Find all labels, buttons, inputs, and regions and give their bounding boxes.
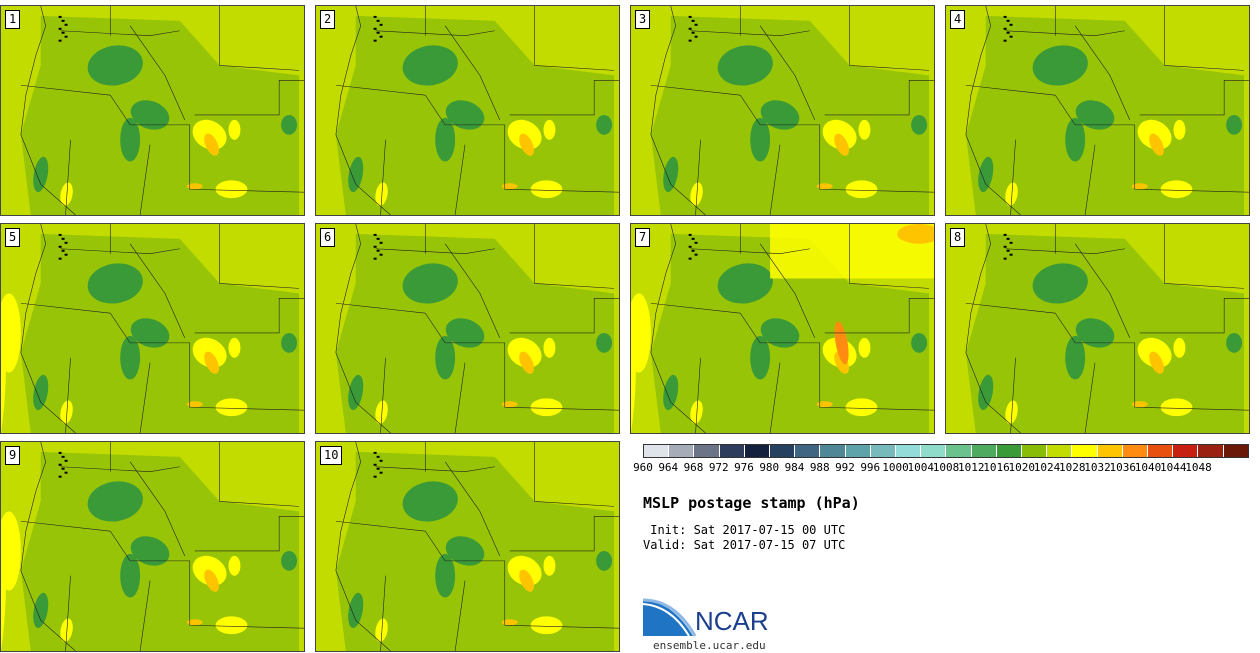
member-number-label: 10 — [320, 446, 343, 465]
colorbar-level-label: 972 — [708, 461, 729, 474]
colorbar-level-label: 1024 — [1033, 461, 1061, 474]
member-number-label: 2 — [320, 10, 336, 29]
colorbar-swatch — [996, 445, 1023, 457]
ncar-logo-icon — [643, 598, 697, 637]
colorbar-swatch — [946, 445, 972, 457]
colorbar-swatch — [1148, 445, 1174, 457]
colorbar-level-label: 1032 — [1084, 461, 1111, 474]
ensemble-member-map: 1 — [0, 5, 305, 216]
ensemble-member-map: 3 — [630, 5, 935, 216]
colorbar-swatch — [644, 445, 670, 457]
valid-time: Valid: Sat 2017-07-15 07 UTC — [643, 538, 846, 552]
colorbar-level-label: 988 — [809, 461, 830, 474]
colorbar-swatch — [971, 445, 997, 457]
colorbar-level-label: 1016 — [983, 461, 1010, 474]
colorbar-swatch — [1097, 445, 1123, 457]
member-number-label: 1 — [5, 10, 21, 29]
ensemble-member-map: 4 — [945, 5, 1250, 216]
member-number-label: 9 — [5, 446, 21, 465]
ensemble-member-map: 7 — [630, 223, 935, 434]
chart-title: MSLP postage stamp (hPa) — [643, 494, 860, 512]
colorbar-level-label: 1036 — [1109, 461, 1137, 474]
colorbar-swatch — [1072, 445, 1098, 457]
colorbar-swatch — [1022, 445, 1048, 457]
colorbar-swatch — [820, 445, 846, 457]
colorbar-swatch — [921, 445, 947, 457]
colorbar-level-label: 960 — [633, 461, 653, 474]
member-number-label: 6 — [320, 228, 336, 247]
colorbar-swatch — [870, 445, 897, 457]
colorbar-swatch — [795, 445, 821, 457]
colorbar-level-label: 1048 — [1185, 461, 1212, 474]
colorbar-level-label: 964 — [658, 461, 679, 474]
colorbar-level-label: 1004 — [907, 461, 935, 474]
member-number-label: 7 — [635, 228, 651, 247]
colorbar-level-label: 968 — [683, 461, 704, 474]
member-number-label: 3 — [635, 10, 651, 29]
colorbar-swatch — [1223, 445, 1248, 457]
colorbar-level-label: 1020 — [1008, 461, 1036, 474]
colorbar-swatch — [1198, 445, 1224, 457]
colorbar-level-label: 1012 — [958, 461, 985, 474]
colorbar-swatch — [845, 445, 871, 457]
colorbar-swatch — [1047, 445, 1073, 457]
colorbar-swatch — [719, 445, 745, 457]
colorbar-swatch — [896, 445, 922, 457]
init-time: Init: Sat 2017-07-15 00 UTC — [643, 523, 846, 537]
logo-url: ensemble.ucar.edu — [653, 639, 766, 652]
colorbar-level-label: 1008 — [932, 461, 960, 474]
member-number-label: 4 — [950, 10, 966, 29]
ensemble-member-map: 2 — [315, 5, 620, 216]
colorbar-level-label: 976 — [734, 461, 754, 474]
ensemble-member-map: 10 — [315, 441, 620, 652]
colorbar-level-label: 980 — [759, 461, 780, 474]
colorbar-swatch — [1122, 445, 1149, 457]
member-number-label: 8 — [950, 228, 966, 247]
colorbar-level-label: 1044 — [1160, 461, 1187, 474]
colorbar-labels: 960 964 968 972 976 980 984 988 992 996 1000 1004 10… — [631, 461, 1255, 475]
colorbar-level-label: 1000 — [882, 461, 909, 474]
colorbar-level-label: 996 — [860, 461, 881, 474]
logo-text: NCAR — [695, 606, 769, 636]
colorbar-swatch — [744, 445, 771, 457]
colorbar-level-label: 992 — [835, 461, 855, 474]
ensemble-member-map: 6 — [315, 223, 620, 434]
colorbar — [643, 444, 1249, 458]
member-number-label: 5 — [5, 228, 21, 247]
colorbar-swatch — [669, 445, 695, 457]
colorbar-level-label: 1040 — [1134, 461, 1162, 474]
ensemble-member-map: 9 — [0, 441, 305, 652]
ensemble-member-map: 5 — [0, 223, 305, 434]
colorbar-swatch — [1173, 445, 1199, 457]
colorbar-swatch — [770, 445, 796, 457]
colorbar-swatch — [694, 445, 720, 457]
ensemble-member-map: 8 — [945, 223, 1250, 434]
colorbar-level-label: 984 — [784, 461, 805, 474]
colorbar-level-label: 1028 — [1059, 461, 1086, 474]
